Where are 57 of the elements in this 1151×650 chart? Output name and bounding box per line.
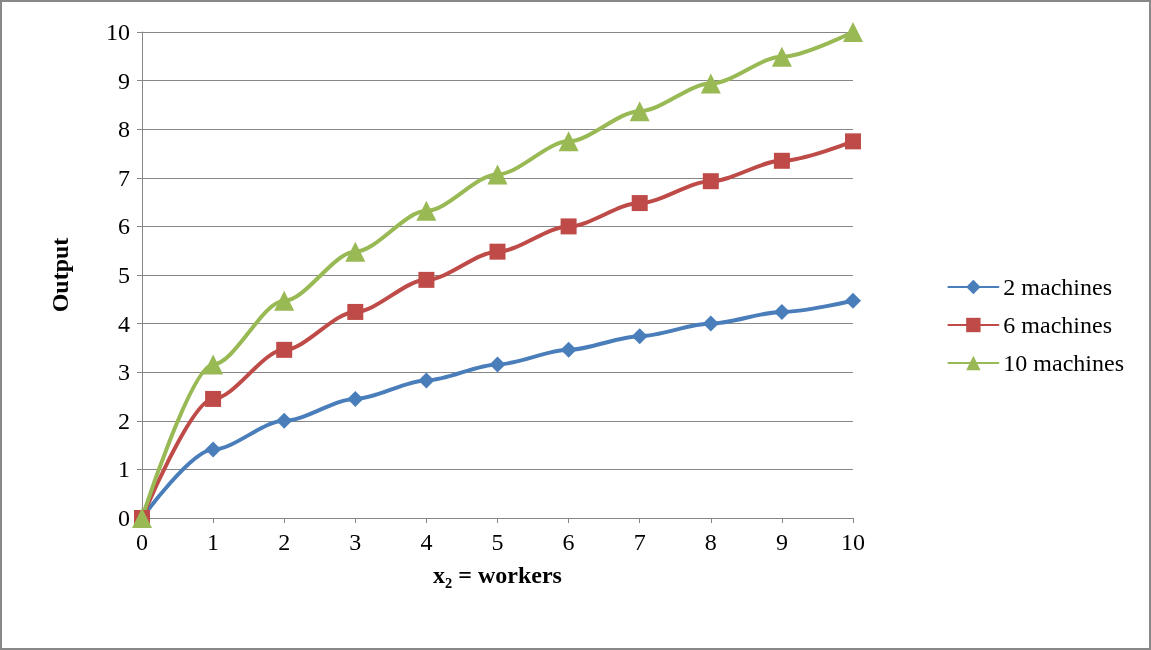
legend-label: 2 machines: [1003, 274, 1113, 300]
point: [843, 22, 863, 42]
point: [702, 173, 719, 190]
y-axis-title: Output: [47, 237, 73, 313]
point: [205, 441, 222, 458]
y-tick-label: 10: [106, 19, 130, 45]
x-tick-label: 3: [349, 529, 362, 555]
point: [845, 133, 861, 150]
x-tick-label: 8: [704, 529, 717, 555]
point: [845, 292, 861, 309]
y-tick-label: 5: [118, 262, 130, 288]
y-tick-label: 4: [118, 310, 130, 337]
x-tick-label: 10: [841, 529, 865, 555]
x-tick-label: 0: [136, 529, 148, 555]
x-tick-label: 2: [278, 529, 291, 555]
point: [558, 131, 579, 152]
point: [629, 101, 650, 122]
point: [631, 328, 648, 345]
point: [631, 195, 648, 212]
point: [274, 290, 295, 311]
point: [773, 303, 790, 320]
x-tick-label: 9: [775, 529, 788, 555]
x-tick-label: 7: [633, 529, 646, 555]
y-tick-label: 2: [118, 407, 130, 434]
point: [418, 372, 435, 389]
y-tick-label: 7: [118, 164, 130, 191]
y-tick-label: 1: [118, 456, 130, 483]
point: [418, 271, 435, 288]
point: [773, 152, 790, 169]
point: [771, 46, 792, 67]
point: [205, 390, 222, 407]
point: [560, 218, 577, 235]
x-tick-label: 5: [491, 529, 504, 555]
y-tick-label: 6: [118, 213, 130, 240]
x-tick-label: 6: [562, 529, 575, 555]
point: [489, 356, 506, 373]
legend-label: 10 machines: [1003, 350, 1125, 376]
point: [702, 315, 719, 332]
y-tick-label: 0: [118, 505, 130, 531]
point: [416, 200, 437, 221]
point: [203, 354, 224, 375]
y-tick-label: 3: [118, 359, 130, 386]
y-tick-label: 8: [118, 116, 130, 143]
point: [347, 303, 364, 320]
y-tick-label: 9: [118, 67, 130, 94]
point: [276, 412, 293, 429]
x-axis-title: x₂ = workers: [433, 562, 562, 588]
point: [276, 341, 293, 358]
point: [489, 243, 506, 260]
point: [345, 241, 366, 262]
point: [560, 341, 577, 358]
x-tick-label: 4: [420, 529, 433, 555]
point: [700, 73, 721, 94]
point: [347, 390, 364, 407]
legend-label: 6 machines: [1003, 312, 1113, 338]
point: [487, 164, 508, 185]
x-tick-label: 1: [207, 529, 220, 555]
